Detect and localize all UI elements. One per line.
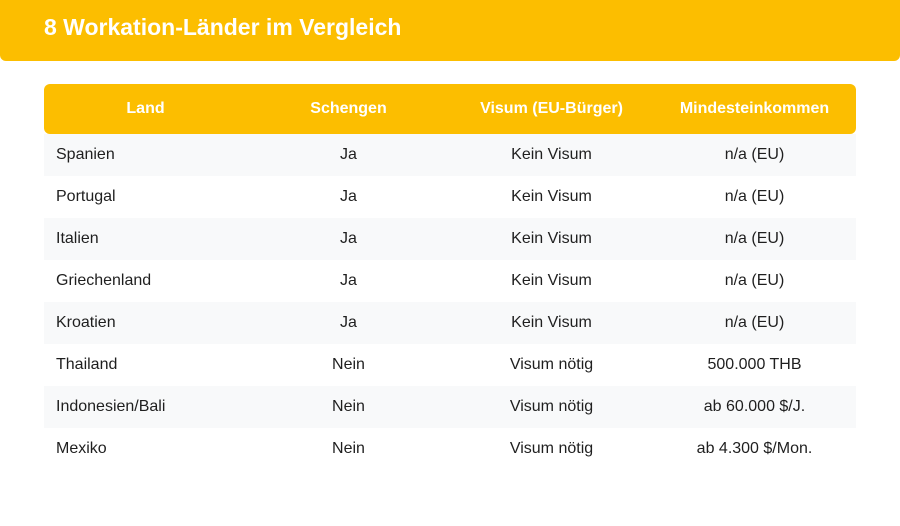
table-row: Indonesien/Bali Nein Visum nötig ab 60.0…: [44, 386, 856, 428]
cell-schengen: Ja: [247, 260, 450, 302]
cell-schengen: Ja: [247, 302, 450, 344]
cell-land: Spanien: [44, 134, 247, 176]
column-header-visum: Visum (EU-Bürger): [450, 84, 653, 134]
cell-visum: Kein Visum: [450, 302, 653, 344]
column-header-land: Land: [44, 84, 247, 134]
cell-land: Italien: [44, 218, 247, 260]
comparison-table-container: Land Schengen Visum (EU-Bürger) Mindeste…: [44, 84, 856, 470]
table-row: Spanien Ja Kein Visum n/a (EU): [44, 134, 856, 176]
table-row: Kroatien Ja Kein Visum n/a (EU): [44, 302, 856, 344]
cell-mindesteinkommen: n/a (EU): [653, 218, 856, 260]
column-header-mindesteinkommen: Mindesteinkommen: [653, 84, 856, 134]
title-bar: 8 Workation-Länder im Vergleich: [0, 0, 900, 61]
table-body: Spanien Ja Kein Visum n/a (EU) Portugal …: [44, 134, 856, 470]
cell-land: Kroatien: [44, 302, 247, 344]
cell-visum: Kein Visum: [450, 260, 653, 302]
cell-mindesteinkommen: n/a (EU): [653, 302, 856, 344]
cell-land: Portugal: [44, 176, 247, 218]
comparison-table: Land Schengen Visum (EU-Bürger) Mindeste…: [44, 84, 856, 470]
cell-land: Thailand: [44, 344, 247, 386]
table-row: Griechenland Ja Kein Visum n/a (EU): [44, 260, 856, 302]
cell-visum: Visum nötig: [450, 386, 653, 428]
table-header-row: Land Schengen Visum (EU-Bürger) Mindeste…: [44, 84, 856, 134]
cell-schengen: Nein: [247, 344, 450, 386]
cell-schengen: Nein: [247, 386, 450, 428]
cell-land: Griechenland: [44, 260, 247, 302]
cell-visum: Kein Visum: [450, 134, 653, 176]
cell-mindesteinkommen: ab 4.300 $/Mon.: [653, 428, 856, 470]
table-row: Italien Ja Kein Visum n/a (EU): [44, 218, 856, 260]
table-row: Thailand Nein Visum nötig 500.000 THB: [44, 344, 856, 386]
cell-mindesteinkommen: n/a (EU): [653, 134, 856, 176]
cell-mindesteinkommen: 500.000 THB: [653, 344, 856, 386]
cell-schengen: Ja: [247, 134, 450, 176]
cell-schengen: Ja: [247, 176, 450, 218]
cell-land: Indonesien/Bali: [44, 386, 247, 428]
table-row: Mexiko Nein Visum nötig ab 4.300 $/Mon.: [44, 428, 856, 470]
cell-visum: Visum nötig: [450, 344, 653, 386]
cell-schengen: Ja: [247, 218, 450, 260]
cell-visum: Visum nötig: [450, 428, 653, 470]
table-header: Land Schengen Visum (EU-Bürger) Mindeste…: [44, 84, 856, 134]
cell-mindesteinkommen: n/a (EU): [653, 176, 856, 218]
cell-visum: Kein Visum: [450, 218, 653, 260]
cell-mindesteinkommen: n/a (EU): [653, 260, 856, 302]
cell-schengen: Nein: [247, 428, 450, 470]
table-row: Portugal Ja Kein Visum n/a (EU): [44, 176, 856, 218]
cell-land: Mexiko: [44, 428, 247, 470]
page-title: 8 Workation-Länder im Vergleich: [44, 14, 402, 40]
cell-visum: Kein Visum: [450, 176, 653, 218]
column-header-schengen: Schengen: [247, 84, 450, 134]
cell-mindesteinkommen: ab 60.000 $/J.: [653, 386, 856, 428]
